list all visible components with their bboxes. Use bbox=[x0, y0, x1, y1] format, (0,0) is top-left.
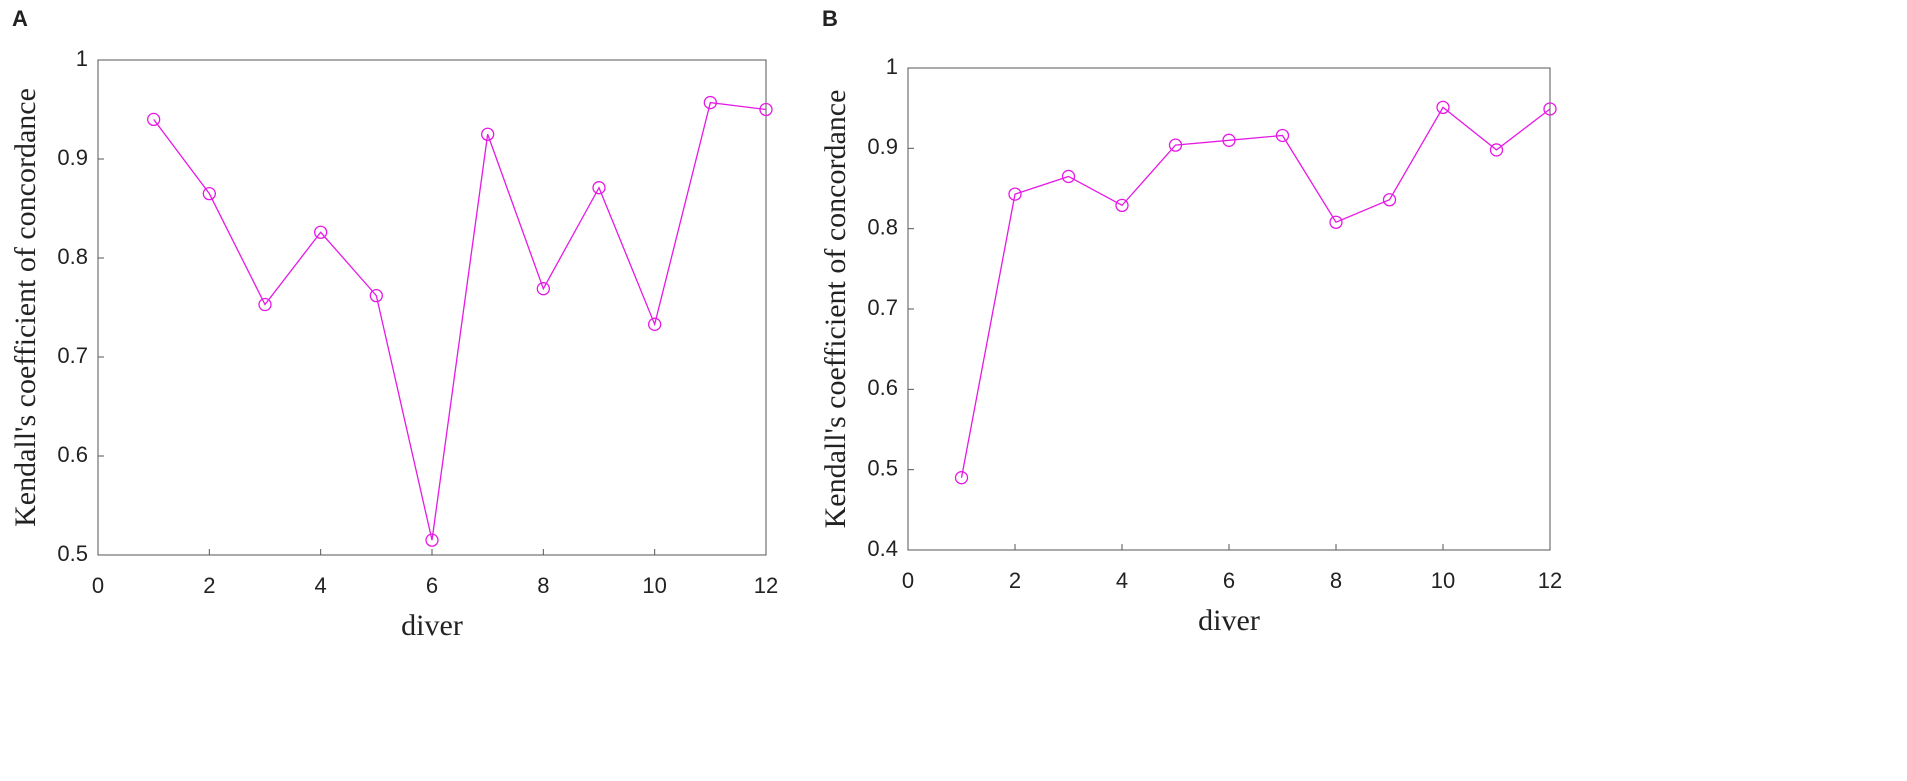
series-line bbox=[153, 101, 767, 541]
x-tick-label: 6 bbox=[1223, 568, 1235, 593]
y-tick-label: 0.5 bbox=[867, 455, 898, 480]
data-point bbox=[258, 297, 272, 312]
y-tick-label: 0.9 bbox=[867, 134, 898, 159]
data-point bbox=[536, 282, 550, 296]
x-tick-label: 8 bbox=[537, 573, 549, 598]
data-point bbox=[1061, 169, 1076, 184]
x-tick-label: 2 bbox=[203, 573, 215, 598]
data-point bbox=[1168, 138, 1183, 152]
y-tick-label: 0.6 bbox=[57, 442, 88, 467]
x-axis-label: diver bbox=[1198, 604, 1260, 637]
x-tick-label: 12 bbox=[754, 573, 778, 598]
y-tick-label: 0.4 bbox=[867, 536, 898, 561]
data-point bbox=[425, 533, 439, 547]
x-tick-label: 4 bbox=[1116, 568, 1128, 593]
y-axis-label: Kendall's coefficient of concordance bbox=[9, 88, 42, 527]
x-axis-label: diver bbox=[401, 609, 463, 642]
data-point bbox=[1436, 100, 1450, 115]
data-point bbox=[481, 127, 495, 141]
y-tick-label: 0.8 bbox=[867, 214, 898, 239]
y-tick-label: 0.7 bbox=[867, 295, 898, 320]
data-point bbox=[1543, 102, 1557, 116]
x-tick-label: 6 bbox=[426, 573, 438, 598]
data-point bbox=[703, 95, 717, 110]
data-point bbox=[1382, 193, 1397, 207]
y-tick-label: 0.5 bbox=[57, 541, 88, 566]
y-tick-label: 0.7 bbox=[57, 343, 88, 368]
x-tick-label: 12 bbox=[1538, 568, 1562, 593]
x-tick-label: 0 bbox=[902, 568, 914, 593]
y-tick-label: 1 bbox=[76, 46, 88, 71]
x-tick-label: 4 bbox=[315, 573, 327, 598]
data-point bbox=[1115, 198, 1129, 213]
y-tick-label: 1 bbox=[886, 54, 898, 79]
y-axis-label: Kendall's coefficient of concordance bbox=[819, 90, 852, 529]
panel-label: A bbox=[12, 6, 28, 31]
x-tick-label: 10 bbox=[1431, 568, 1455, 593]
data-point bbox=[1008, 187, 1022, 201]
data-point bbox=[369, 288, 383, 303]
plot-frame bbox=[97, 59, 767, 556]
data-point bbox=[954, 471, 969, 485]
x-tick-label: 8 bbox=[1330, 568, 1342, 593]
data-point bbox=[1222, 133, 1236, 147]
x-tick-label: 10 bbox=[642, 573, 666, 598]
data-point bbox=[147, 112, 161, 127]
data-point bbox=[759, 102, 773, 117]
x-tick-label: 0 bbox=[92, 573, 104, 598]
panel-label: B bbox=[822, 6, 838, 31]
data-point bbox=[1275, 128, 1290, 143]
data-point bbox=[648, 317, 662, 331]
y-tick-label: 0.6 bbox=[867, 375, 898, 400]
series-line bbox=[960, 106, 1551, 478]
data-point bbox=[202, 186, 216, 201]
data-point bbox=[1489, 143, 1504, 157]
y-tick-label: 0.8 bbox=[57, 244, 88, 269]
data-point bbox=[314, 225, 328, 239]
data-point bbox=[592, 181, 606, 195]
x-tick-label: 2 bbox=[1009, 568, 1021, 593]
data-point bbox=[1329, 215, 1343, 229]
y-tick-label: 0.9 bbox=[57, 145, 88, 170]
